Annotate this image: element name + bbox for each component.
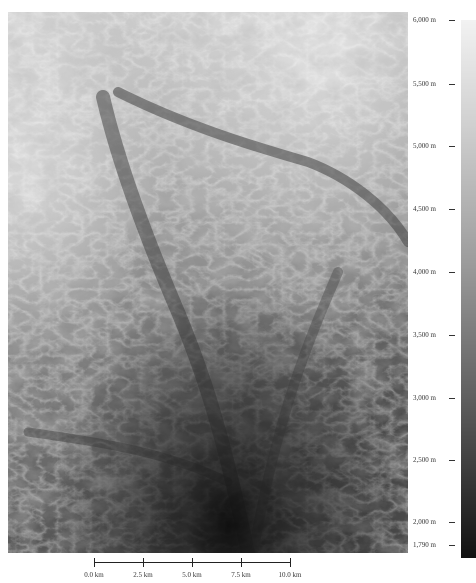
scale-tick	[192, 558, 193, 567]
legend-label: 4,000 m	[413, 268, 455, 276]
legend-label: 5,500 m	[413, 80, 455, 88]
scale-label: 2.5 km	[133, 571, 153, 579]
scale-label: 7.5 km	[231, 571, 251, 579]
scale-tick	[241, 558, 242, 567]
scale-tick	[143, 558, 144, 567]
scale-bar: 0.0 km 2.5 km 5.0 km 7.5 km 10.0 km	[72, 558, 312, 583]
dark-basin	[8, 12, 408, 553]
scale-tick	[290, 558, 291, 567]
legend-label: 1,790 m	[413, 541, 455, 549]
legend-label: 3,000 m	[413, 394, 455, 402]
legend-label: 3,500 m	[413, 331, 455, 339]
legend-label: 6,000 m	[413, 16, 455, 24]
scale-label: 0.0 km	[84, 571, 104, 579]
scale-tick	[94, 558, 95, 567]
legend-colorbar	[461, 20, 476, 558]
elevation-map	[8, 12, 408, 553]
scale-label: 5.0 km	[182, 571, 202, 579]
scale-label: 10.0 km	[278, 571, 302, 579]
legend-label: 5,000 m	[413, 142, 455, 150]
elevation-legend: 6,000 m 5,500 m 5,000 m 4,500 m 4,000 m …	[411, 12, 476, 558]
legend-label: 4,500 m	[413, 205, 455, 213]
elevation-raster	[8, 12, 408, 553]
legend-label: 2,500 m	[413, 456, 455, 464]
legend-label: 2,000 m	[413, 518, 455, 526]
